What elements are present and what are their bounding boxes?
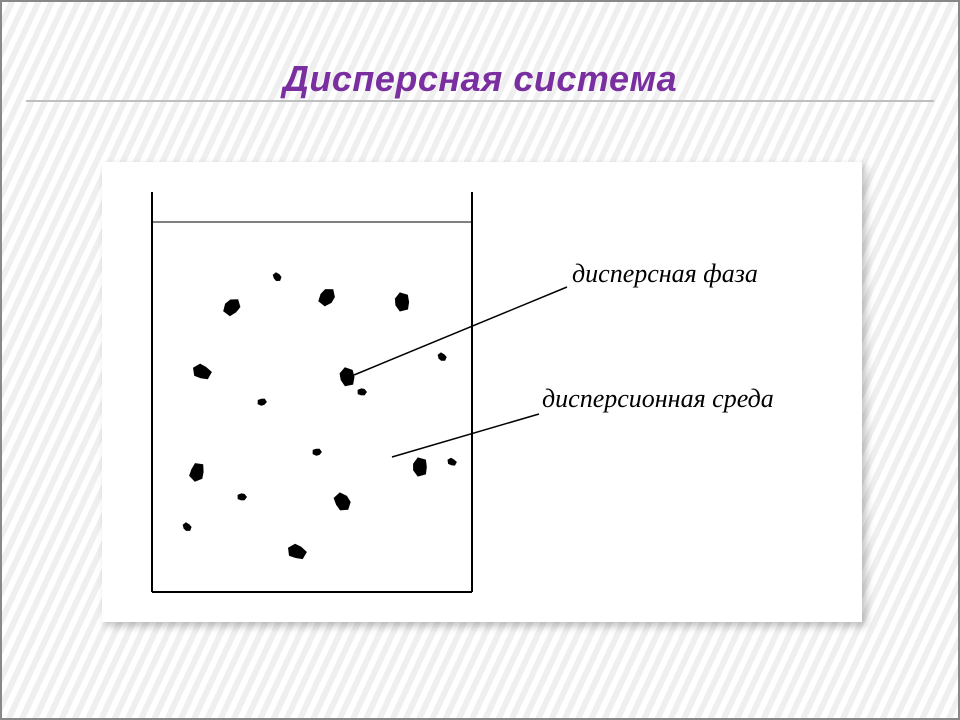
beaker xyxy=(152,192,472,592)
label-dispersed-phase-text: дисперсная фаза xyxy=(572,259,758,288)
label-dispersion-medium: дисперсионная среда xyxy=(392,384,774,457)
slide-frame: Дисперсная система дисперсная фаза диспе… xyxy=(0,0,960,720)
label-dispersion-medium-text: дисперсионная среда xyxy=(542,384,774,413)
particles-large xyxy=(189,289,427,559)
title-underline xyxy=(26,100,934,102)
diagram-svg: дисперсная фаза дисперсионная среда xyxy=(102,162,862,622)
diagram-panel: дисперсная фаза дисперсионная среда xyxy=(102,162,862,622)
label-dispersed-phase: дисперсная фаза xyxy=(354,259,758,375)
slide-title: Дисперсная система xyxy=(2,58,958,100)
